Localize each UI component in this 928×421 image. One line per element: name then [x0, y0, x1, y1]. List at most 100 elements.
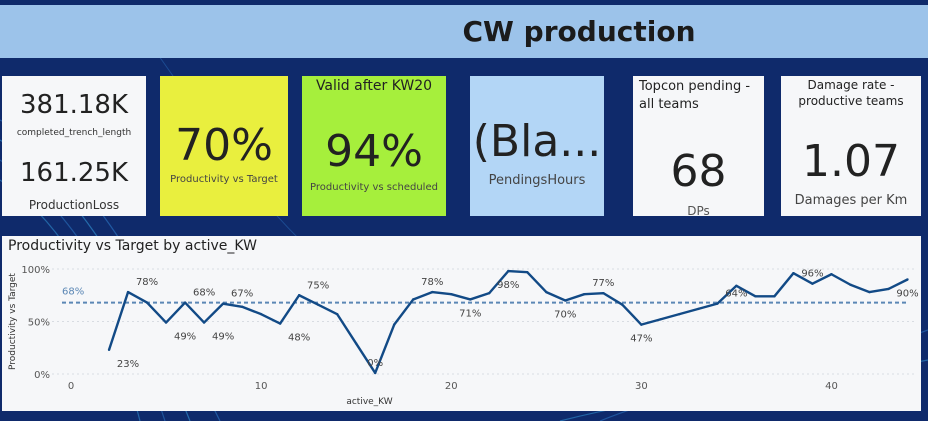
data-label: 49%	[174, 332, 196, 343]
kpi-card-trench-length[interactable]: 381.18K completed_trench_length 161.25K …	[2, 76, 146, 216]
topcon-pending-label: DPs	[687, 204, 710, 216]
data-point	[678, 312, 681, 316]
data-label: 47%	[630, 334, 652, 345]
data-point	[697, 307, 700, 311]
data-point	[450, 293, 453, 296]
data-point	[545, 290, 548, 294]
data-label: 67%	[231, 289, 253, 300]
data-label: 75%	[307, 280, 329, 291]
data-point	[354, 342, 358, 345]
title-bar: CW production	[0, 5, 928, 58]
data-label: 96%	[801, 269, 823, 280]
data-point	[373, 371, 377, 375]
data-point	[735, 284, 738, 287]
data-label: 49%	[212, 332, 234, 343]
pendings-hours-value: (Bla...	[472, 116, 602, 167]
data-point	[887, 287, 890, 291]
data-point	[906, 278, 909, 281]
data-point	[240, 305, 244, 308]
production-loss-label: ProductionLoss	[28, 198, 120, 212]
y-axis-title: Productivity vs Target	[8, 273, 18, 370]
data-point	[602, 291, 605, 295]
data-point	[335, 312, 339, 316]
data-point	[392, 323, 396, 326]
data-point	[202, 321, 206, 324]
data-point	[507, 269, 510, 273]
data-point	[145, 301, 149, 304]
data-point	[183, 301, 187, 304]
data-label: 23%	[117, 359, 139, 370]
data-point	[716, 302, 719, 305]
data-point	[221, 302, 225, 305]
topcon-pending-value: 68	[670, 146, 727, 197]
data-label: 64%	[725, 289, 747, 300]
productivity-chart-card[interactable]: Productivity vs Target by active_KW 0% 50…	[2, 236, 921, 411]
productivity-target-value: 70%	[175, 120, 273, 171]
kpi-card-productivity-target[interactable]: 70% Productivity vs Target	[160, 76, 288, 216]
damage-rate-label: Damages per Km	[794, 193, 908, 208]
kpi-card-damage-rate[interactable]: Damage rate - productive teams 1.07 Dama…	[781, 76, 921, 216]
kpi-card-topcon-pending[interactable]: Topcon pending - all teams 68 DPs	[633, 76, 764, 216]
x-tick-label: 20	[445, 381, 458, 392]
trench-length-value: 381.18K	[19, 90, 129, 120]
x-tick-label: 30	[635, 381, 648, 392]
data-label: 48%	[288, 333, 310, 344]
data-point	[526, 270, 529, 274]
data-point	[659, 318, 662, 321]
data-point	[488, 291, 491, 295]
damage-rate-header: Damage rate - productive teams	[798, 78, 904, 108]
data-point	[297, 294, 301, 297]
x-tick-label: 40	[825, 381, 838, 392]
page-title: CW production	[462, 15, 696, 48]
reference-line-label: 68%	[62, 287, 84, 298]
chart-title: Productivity vs Target by active_KW	[8, 238, 257, 254]
data-point	[126, 290, 130, 294]
data-point	[773, 295, 776, 298]
damage-rate-value: 1.07	[802, 136, 900, 187]
production-loss-value: 161.25K	[19, 158, 129, 188]
kpi-card-productivity-scheduled[interactable]: Valid after KW20 94% Productivity vs sch…	[302, 76, 446, 216]
data-point	[640, 323, 643, 326]
data-label: 78%	[421, 277, 443, 288]
data-point	[792, 272, 795, 275]
pendings-hours-label: PendingsHours	[488, 173, 586, 188]
data-point	[469, 298, 472, 301]
data-label: 77%	[592, 278, 614, 289]
data-point	[107, 348, 111, 352]
data-label: 0%	[367, 358, 383, 369]
data-point	[830, 273, 833, 276]
data-label: 70%	[554, 310, 576, 321]
x-tick-label: 0	[68, 381, 74, 392]
data-label: 78%	[136, 277, 158, 288]
productivity-scheduled-label: Productivity vs scheduled	[310, 182, 438, 193]
data-label: 68%	[193, 288, 215, 299]
data-label: 71%	[459, 308, 481, 319]
data-point	[316, 303, 320, 306]
data-point	[259, 312, 263, 316]
data-label: 98%	[497, 280, 519, 291]
productivity-scheduled-value: 94%	[325, 126, 423, 177]
data-point	[431, 290, 434, 294]
productivity-line-chart[interactable]: 0%50%100%0 10 20 30 40active_KWProductivity …	[2, 236, 921, 411]
data-point	[564, 299, 567, 302]
data-point	[583, 293, 586, 296]
y-tick-label: 100%	[21, 265, 50, 276]
y-tick-label: 50%	[28, 318, 50, 329]
trench-length-label: completed_trench_length	[16, 128, 132, 138]
x-tick-label: 10	[255, 381, 268, 392]
y-tick-label: 0%	[34, 370, 50, 381]
data-point	[164, 321, 168, 324]
data-point	[849, 283, 852, 286]
data-point	[811, 282, 814, 285]
productivity-scheduled-header: Valid after KW20	[315, 78, 433, 94]
data-point	[754, 295, 757, 298]
data-point	[278, 322, 282, 325]
data-point	[621, 303, 624, 306]
productivity-target-label: Productivity vs Target	[170, 174, 278, 185]
data-point	[868, 290, 871, 294]
data-point	[412, 298, 415, 301]
kpi-card-pendings-hours[interactable]: (Bla... PendingsHours	[470, 76, 604, 216]
data-label: 90%	[896, 289, 918, 300]
x-axis-title: active_KW	[346, 397, 392, 407]
topcon-pending-header: Topcon pending - all teams	[639, 79, 751, 112]
